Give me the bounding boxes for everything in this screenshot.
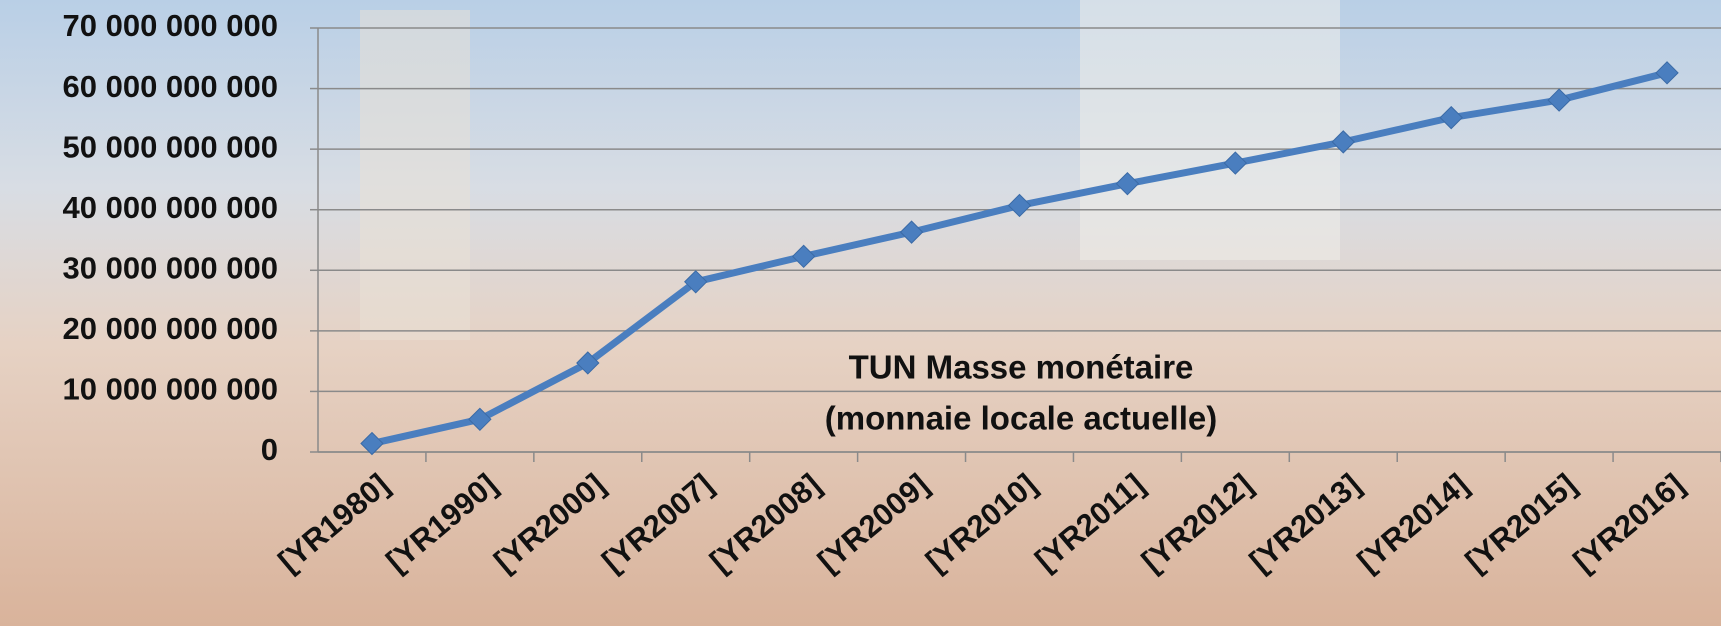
y-tick-label: 50 000 000 000 [63, 129, 279, 164]
y-tick-label: 60 000 000 000 [63, 69, 279, 104]
data-point [1439, 105, 1463, 130]
annotation-title: TUN Masse monétaire [849, 349, 1194, 386]
background-building [1080, 0, 1340, 260]
data-point [468, 407, 492, 431]
y-tick-label: 30 000 000 000 [63, 250, 279, 285]
data-point [1223, 151, 1248, 175]
y-tick-label: 20 000 000 000 [63, 311, 279, 346]
data-point [1655, 61, 1679, 85]
data-point [576, 351, 600, 375]
data-point [1115, 171, 1140, 196]
y-tick-label: 70 000 000 000 [63, 8, 279, 43]
background-tower [360, 10, 470, 340]
data-point [1007, 193, 1032, 218]
annotation-subtitle: (monnaie locale actuelle) [825, 400, 1217, 437]
data-point [684, 270, 708, 294]
data-point [1331, 130, 1355, 154]
y-tick-label: 0 [261, 432, 278, 467]
y-tick-label: 40 000 000 000 [63, 190, 279, 225]
data-point [360, 431, 384, 456]
y-tick-label: 10 000 000 000 [63, 372, 279, 407]
data-point [899, 220, 924, 244]
data-point [791, 244, 816, 269]
data-point [1547, 88, 1571, 112]
